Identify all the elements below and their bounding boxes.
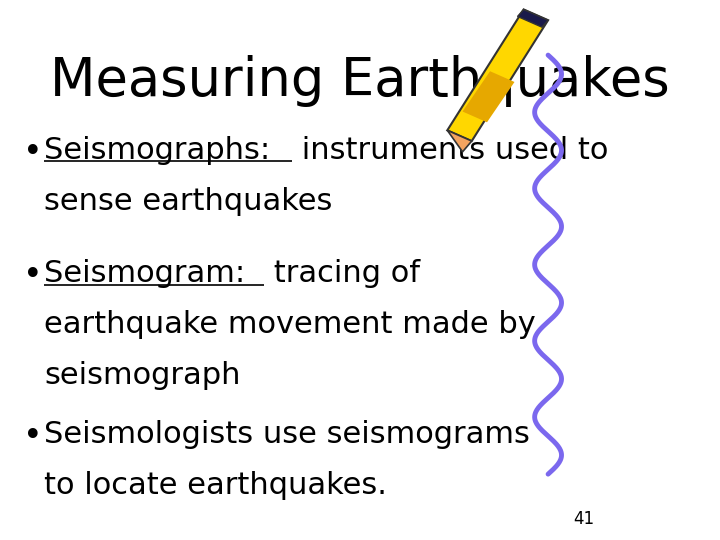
- Text: •: •: [23, 259, 42, 292]
- Polygon shape: [447, 130, 472, 152]
- Text: instruments used to: instruments used to: [292, 136, 608, 165]
- Text: tracing of: tracing of: [264, 259, 420, 288]
- Polygon shape: [447, 9, 548, 141]
- Text: Seismographs:: Seismographs:: [44, 136, 270, 165]
- Text: •: •: [23, 136, 42, 168]
- Text: 41: 41: [573, 510, 594, 528]
- Text: earthquake movement made by: earthquake movement made by: [44, 310, 536, 339]
- Polygon shape: [462, 71, 515, 122]
- Polygon shape: [518, 9, 548, 27]
- Text: Seismologists use seismograms: Seismologists use seismograms: [44, 421, 530, 449]
- Text: to locate earthquakes.: to locate earthquakes.: [44, 471, 387, 501]
- Text: •: •: [23, 421, 42, 454]
- Text: Measuring Earthquakes: Measuring Earthquakes: [50, 55, 670, 107]
- Text: sense earthquakes: sense earthquakes: [44, 187, 333, 216]
- Text: seismograph: seismograph: [44, 361, 240, 390]
- Text: Seismogram:: Seismogram:: [44, 259, 246, 288]
